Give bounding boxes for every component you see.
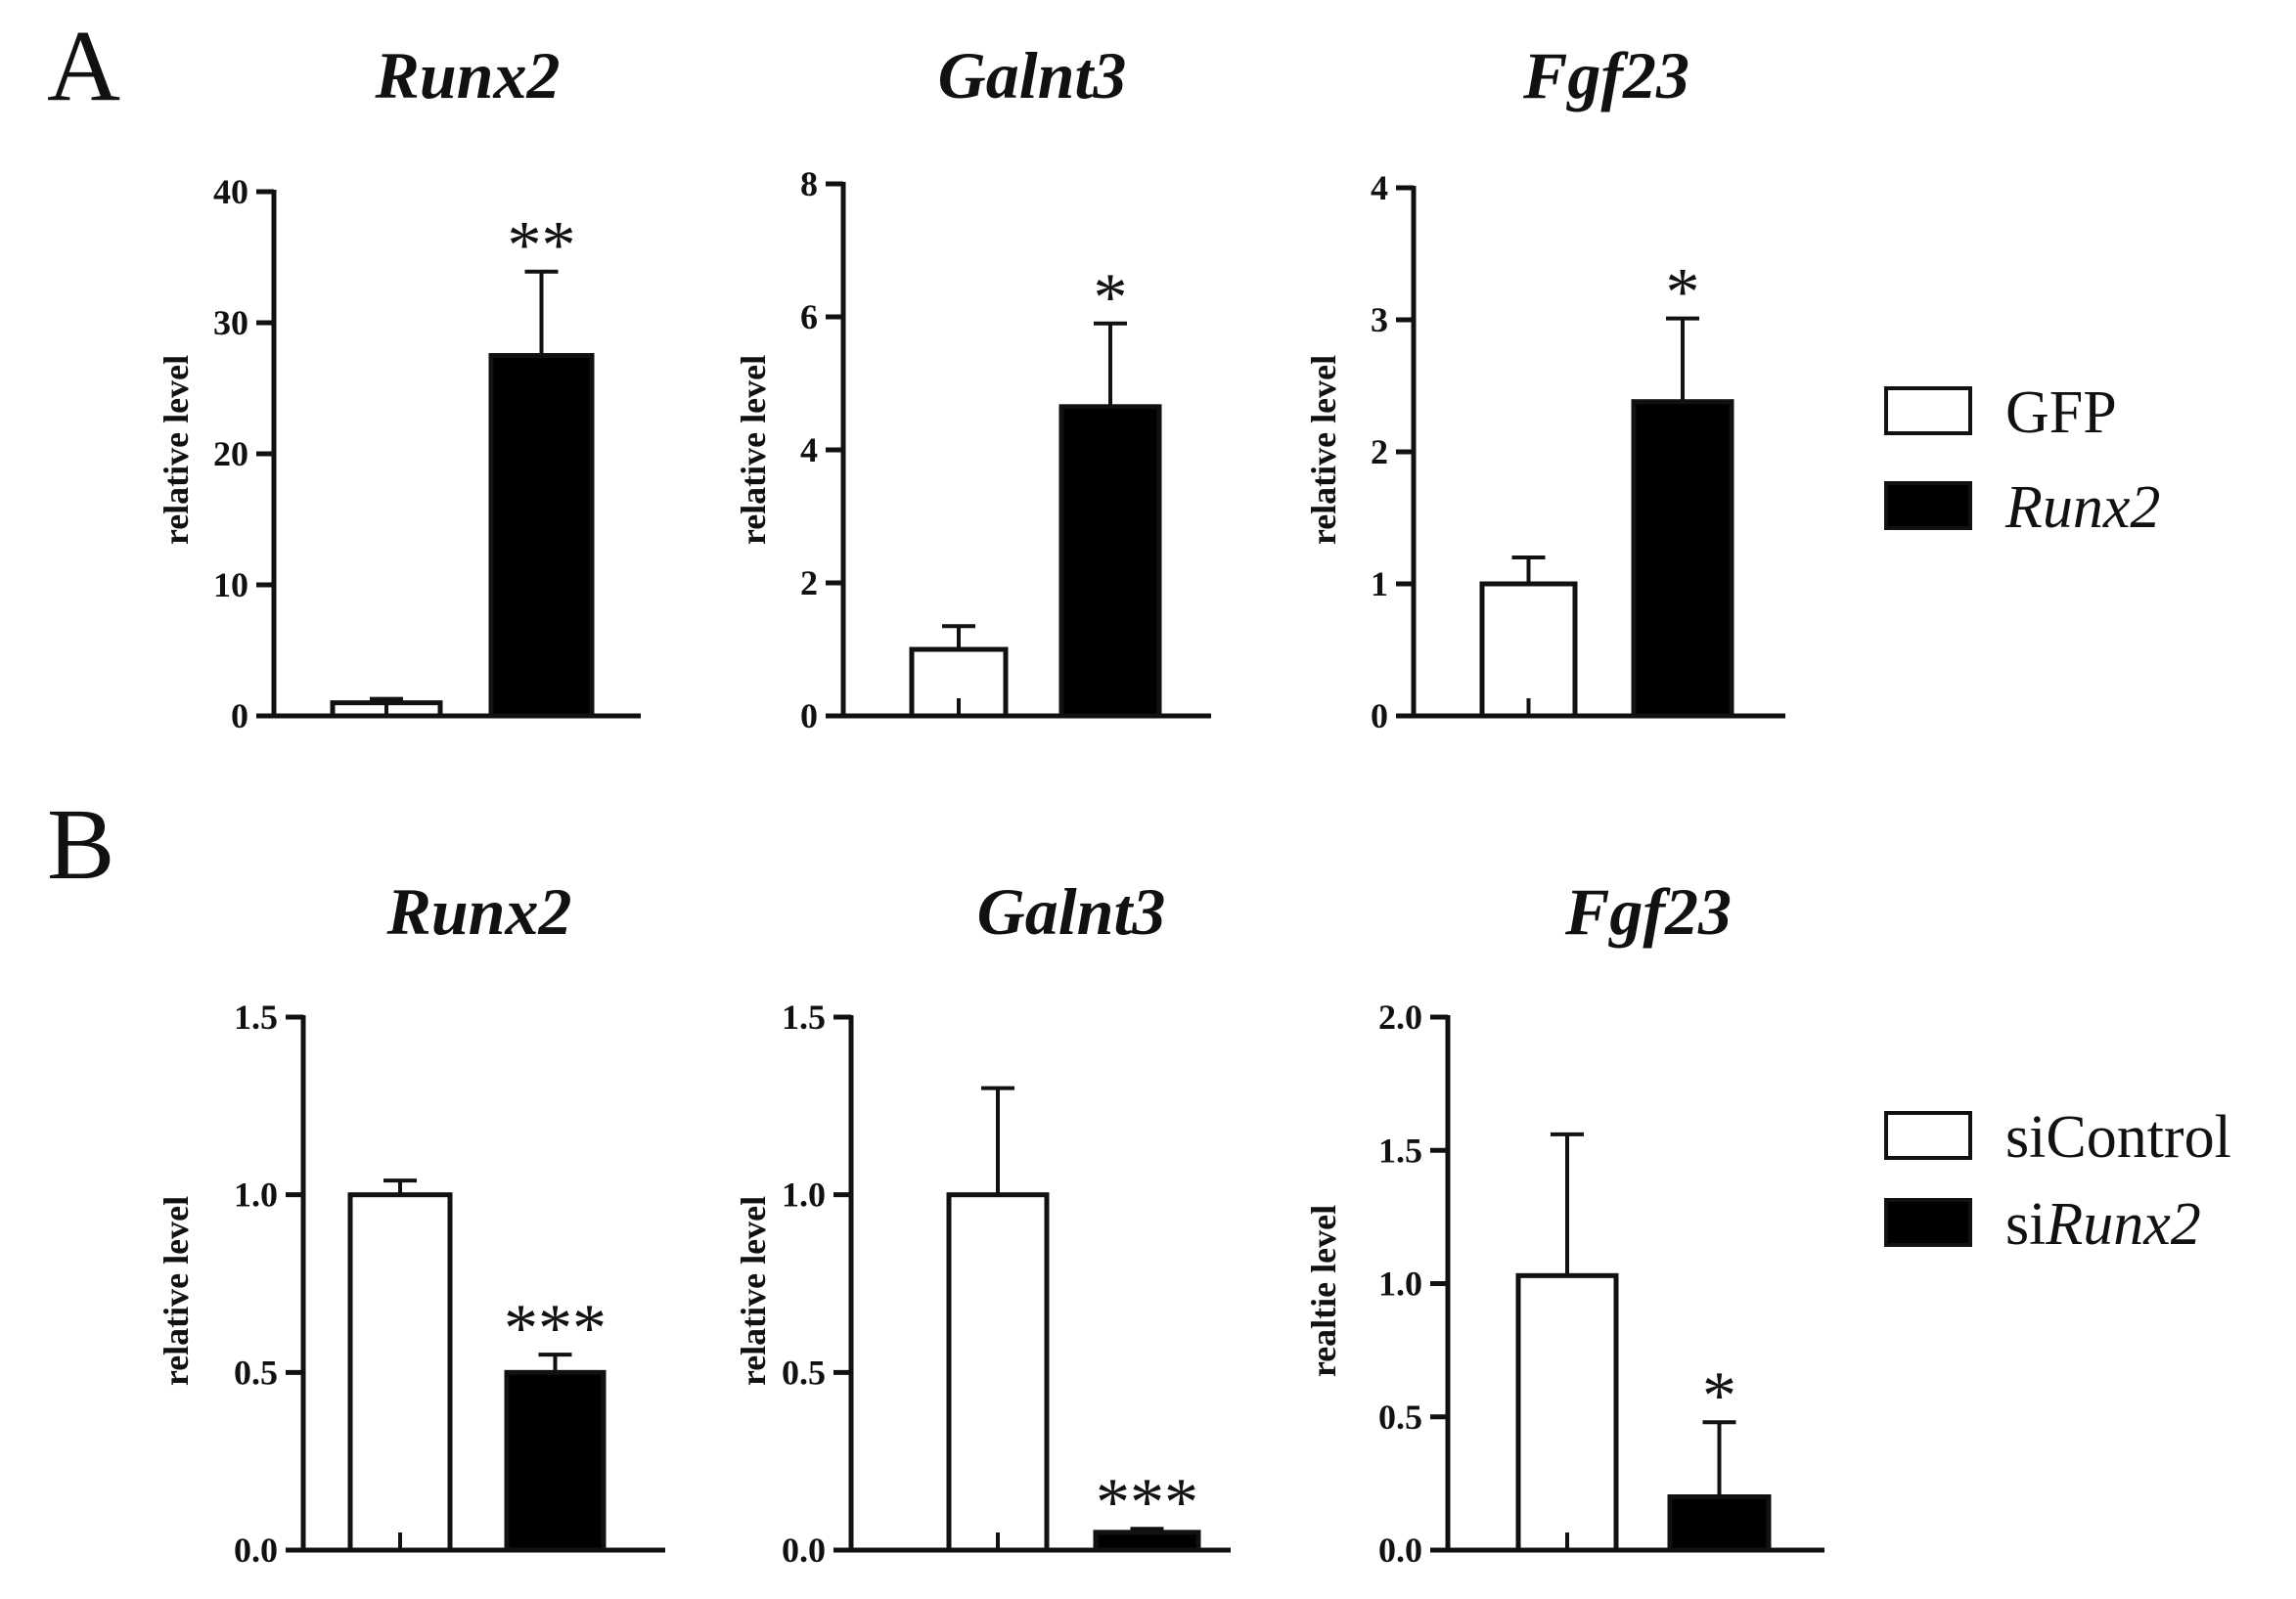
significance-marker: **	[508, 208, 576, 284]
chart-title: Galnt3	[977, 874, 1166, 949]
significance-marker: *	[1666, 255, 1700, 331]
chart-b-runx2: Runx2 relative level 0.0 0.5 1.0 1.5 ***	[157, 874, 665, 1570]
legend-label-gfp: GFP	[2005, 379, 2117, 446]
legend-swatch-sicontrol	[1884, 1111, 1972, 1160]
y-tick-label: 1.5	[782, 998, 826, 1037]
chart-a-runx2: Runx2 relative level 0 10 20 30 40 **	[157, 38, 641, 735]
y-tick-label: 8	[800, 164, 818, 203]
y-tick-label: 2	[800, 563, 818, 602]
y-tick-label: 4	[1371, 168, 1388, 207]
y-tick-label: 0.0	[234, 1531, 278, 1570]
y-tick-label: 4	[800, 430, 818, 469]
legend-swatch-runx2	[1884, 481, 1972, 530]
legend-label-sirunx2: siRunx2	[2005, 1191, 2201, 1258]
y-tick-label: 6	[800, 297, 818, 336]
y-tick-label: 1.5	[1378, 1131, 1422, 1170]
panel-letter-b: B	[47, 788, 114, 901]
bar-runx2	[488, 353, 595, 719]
y-tick-label: 0.0	[782, 1531, 826, 1570]
y-tick-label: 30	[213, 303, 248, 342]
bar-sirunx2	[1093, 1530, 1201, 1553]
chart-title: Runx2	[386, 874, 572, 949]
legend-b: siControl siRunx2	[1884, 1104, 2231, 1258]
y-tick-label: 0.5	[234, 1353, 278, 1392]
y-axis-label: relative level	[734, 355, 773, 545]
panel-letter-a: A	[47, 10, 120, 122]
y-tick-label: 0	[800, 696, 818, 735]
significance-marker: *	[1702, 1358, 1736, 1434]
legend-label-sicontrol: siControl	[2005, 1104, 2231, 1171]
legend-label-runx2: Runx2	[2004, 474, 2160, 541]
significance-marker: ***	[504, 1291, 607, 1366]
y-tick-label: 1.5	[234, 998, 278, 1037]
chart-a-fgf23: Fgf23 relative level 0 1 2 3 4 *	[1304, 38, 1785, 735]
y-tick-label: 1.0	[782, 1176, 826, 1215]
legend-swatch-sirunx2	[1884, 1198, 1972, 1247]
bar-sirunx2	[1667, 1494, 1772, 1553]
y-tick-label: 2.0	[1378, 998, 1422, 1037]
bar-gfp	[909, 646, 1009, 719]
chart-title: Fgf23	[1522, 38, 1689, 112]
legend-swatch-gfp	[1884, 386, 1972, 435]
y-tick-label: 0	[231, 696, 248, 735]
y-tick-label: 0	[1371, 696, 1388, 735]
y-axis-label: relative level	[157, 1196, 196, 1386]
chart-title: Runx2	[375, 38, 561, 112]
bar-gfp	[1479, 581, 1578, 719]
significance-marker: ***	[1096, 1465, 1198, 1540]
chart-title: Fgf23	[1564, 874, 1732, 949]
significance-marker: *	[1094, 260, 1128, 335]
y-tick-label: 10	[213, 565, 248, 604]
y-tick-label: 3	[1371, 300, 1388, 339]
y-axis-label: realtie level	[1304, 1205, 1343, 1377]
bar-sicontrol	[1515, 1272, 1619, 1553]
bar-sicontrol	[347, 1192, 453, 1553]
bar-sirunx2	[504, 1369, 607, 1553]
y-tick-label: 40	[213, 172, 248, 211]
y-tick-label: 1.0	[234, 1176, 278, 1215]
chart-b-galnt3: Galnt3 relative level 0.0 0.5 1.0 1.5 ***	[734, 874, 1231, 1570]
y-axis-label: relative level	[734, 1196, 773, 1386]
y-tick-label: 0.5	[782, 1353, 826, 1392]
y-tick-label: 0.5	[1378, 1398, 1422, 1437]
y-tick-label: 20	[213, 434, 248, 473]
y-tick-label: 1	[1371, 564, 1388, 603]
chart-b-fgf23: Fgf23 realtie level 0.0 0.5 1.0 1.5 2.0 *	[1304, 874, 1824, 1570]
chart-title: Galnt3	[938, 38, 1127, 112]
chart-a-galnt3: Galnt3 relative level 0 2 4 6 8 *	[734, 38, 1211, 735]
y-axis-label: relative level	[157, 355, 196, 545]
y-tick-label: 2	[1371, 432, 1388, 471]
y-tick-label: 0.0	[1378, 1531, 1422, 1570]
bar-runx2	[1631, 399, 1734, 719]
bar-sicontrol	[946, 1192, 1050, 1553]
y-tick-label: 1.0	[1378, 1265, 1422, 1304]
y-axis-label: relative level	[1304, 355, 1343, 545]
bar-runx2	[1058, 404, 1162, 719]
legend-a: GFP Runx2	[1884, 379, 2160, 541]
